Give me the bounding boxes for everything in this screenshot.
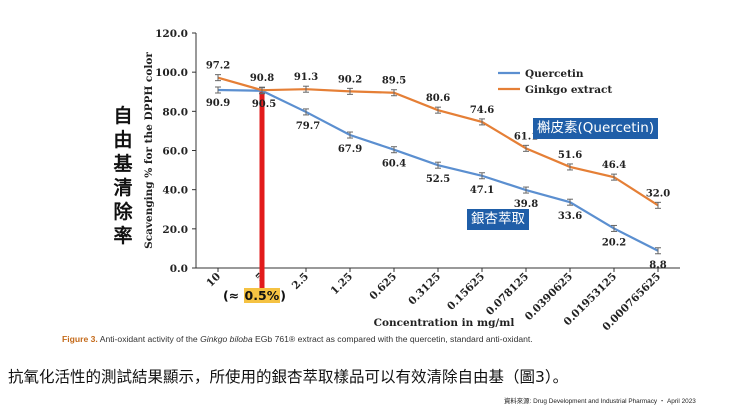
line-chart: 0.0 20.0 40.0 60.0 80.0 100.0 120.0 10 52.5 1.25 0… [143, 28, 680, 330]
data-label: 90.5 [252, 99, 276, 110]
x-tick-label: 2.5 [290, 271, 311, 292]
legend-entry: Quercetin [525, 68, 584, 80]
approx-suffix: ) [280, 288, 286, 303]
quercetin-badge: 槲皮素(Quercetin) [533, 118, 659, 139]
data-label: 90.8 [250, 73, 274, 84]
data-label: 46.4 [602, 160, 626, 171]
y-axis-title: Scavenging % for the DPPH color [143, 52, 155, 249]
data-label: 90.2 [338, 74, 362, 85]
x-tick-label: 0.15625 [445, 271, 487, 313]
data-label: 91.3 [294, 72, 318, 83]
data-label: 39.8 [514, 199, 538, 210]
data-label: 90.9 [206, 98, 230, 109]
x-axis-title: Concentration in mg/ml [374, 317, 515, 329]
y-tick-label: 60.0 [162, 146, 188, 158]
figure-label: Figure 3. [62, 334, 98, 344]
caption-species: Ginkgo biloba [200, 334, 253, 344]
y-axis-chinese-label: 自由基清除率 [113, 105, 133, 247]
approx-value-highlight: 0.5% [243, 288, 281, 303]
x-tick-label: 1.25 [329, 271, 356, 298]
data-label: 67.9 [338, 144, 362, 155]
caption-text-after: EGb 761® extract as compared with the qu… [252, 334, 533, 344]
data-label: 52.5 [426, 174, 450, 185]
ginkgo-badge: 銀杏萃取 [467, 209, 529, 230]
data-label: 61.1 [514, 131, 538, 142]
y-tick-label: 40.0 [162, 185, 188, 197]
caption-text-before: Anti-oxidant activity of the [99, 334, 201, 344]
data-label: 32.0 [646, 188, 670, 199]
data-label: 20.2 [602, 237, 626, 248]
figure-caption: Figure 3. Anti-oxidant activity of the G… [62, 334, 722, 344]
data-label: 60.4 [382, 159, 406, 170]
data-label: 51.6 [558, 150, 582, 161]
approx-prefix: (≈ [223, 288, 244, 303]
x-tick-label: 0.625 [367, 271, 399, 303]
summary-paragraph: 抗氧化活性的測試結果顯示，所使用的銀杏萃取樣品可以有效清除自由基（圖3）。 [8, 368, 569, 386]
data-label: 47.1 [470, 185, 494, 196]
data-label: 89.5 [382, 76, 406, 87]
source-citation: 資料來源: Drug Development and Industrial Ph… [504, 398, 696, 405]
data-label: 8.8 [649, 260, 666, 271]
y-tick-label: 100.0 [155, 67, 188, 79]
approx-concentration-note: (≈ 0.5%) [223, 288, 286, 303]
x-tick-label: 0.3125 [406, 271, 443, 308]
data-label: 79.7 [296, 121, 320, 132]
legend-entry: Ginkgo extract [525, 84, 612, 96]
x-tick-label: 0.078125 [484, 271, 531, 318]
y-tick-label: 20.0 [162, 224, 188, 236]
x-tick-label: 10 [204, 271, 223, 290]
series-line-quercetin [217, 88, 659, 252]
y-tick-label: 0.0 [170, 263, 188, 275]
y-tick-label: 120.0 [155, 28, 188, 40]
data-label: 33.6 [558, 211, 582, 222]
data-label: 80.6 [426, 93, 450, 104]
data-label: 97.2 [206, 61, 230, 72]
highlight-bar [259, 90, 265, 290]
y-tick-label: 80.0 [162, 106, 188, 118]
data-label: 74.6 [470, 105, 494, 116]
